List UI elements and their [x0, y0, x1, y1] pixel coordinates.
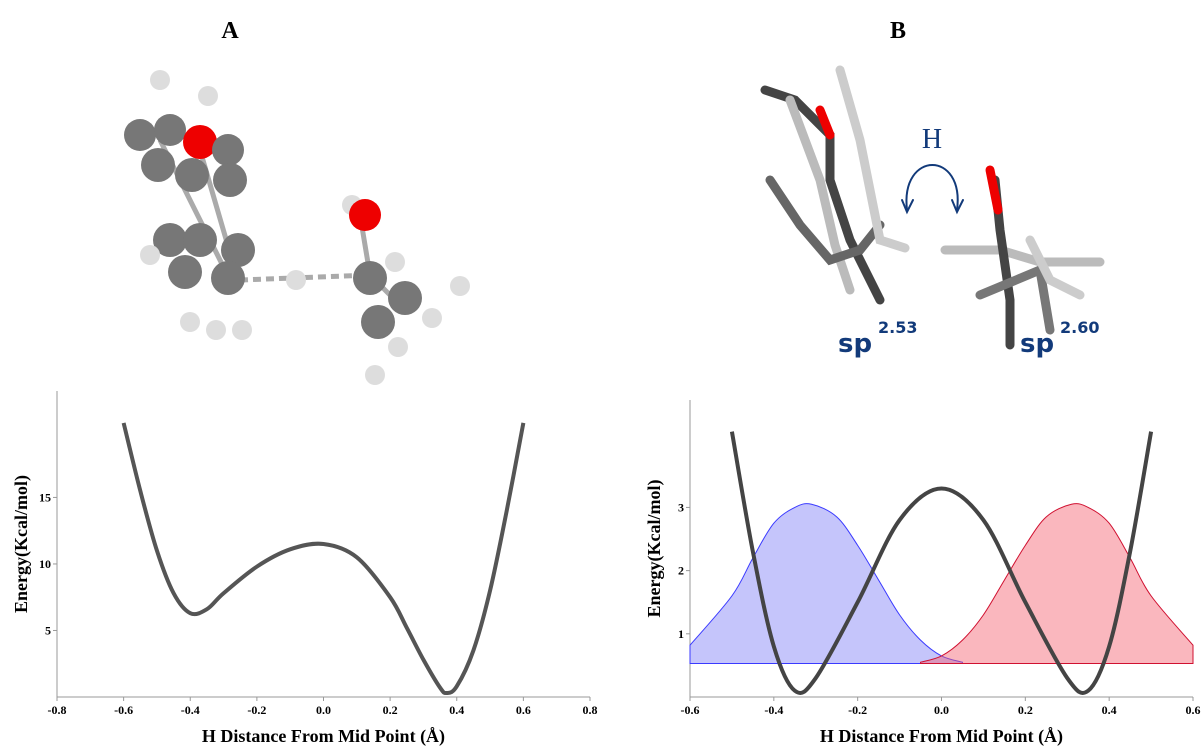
annotation: sp — [1020, 329, 1054, 359]
y-axis-label: Energy(Kcal/mol) — [644, 480, 665, 618]
area — [920, 503, 1194, 665]
x-tick-label: 0.2 — [383, 703, 398, 717]
annotation: sp — [838, 329, 872, 359]
x-tick-label: 0.4 — [449, 703, 464, 717]
annotation: H — [922, 124, 942, 155]
y-tick-label: 5 — [45, 623, 51, 637]
x-tick-label: 0.0 — [316, 703, 331, 717]
x-tick-label: 0.6 — [1186, 703, 1201, 717]
x-tick-label: 0.8 — [583, 703, 598, 717]
chart-title: B — [890, 18, 906, 44]
chart-title: A — [221, 18, 239, 44]
line — [121, 422, 526, 696]
x-tick-label: -0.4 — [181, 703, 200, 717]
y-tick-label: 1 — [678, 627, 684, 641]
y-tick-label: 2 — [678, 564, 684, 578]
x-tick-label: 0.6 — [516, 703, 531, 717]
x-tick-label: -0.6 — [114, 703, 133, 717]
area — [689, 503, 963, 665]
y-tick-label: 10 — [39, 557, 51, 571]
x-axis-label: H Distance From Mid Point (Å) — [820, 726, 1063, 747]
molecule-a — [124, 70, 470, 385]
x-tick-label: 0.4 — [1102, 703, 1117, 717]
x-tick-label: -0.2 — [848, 703, 867, 717]
x-tick-label: -0.4 — [764, 703, 783, 717]
x-tick-label: -0.8 — [48, 703, 67, 717]
x-tick-label: -0.2 — [247, 703, 266, 717]
y-axis-label: Energy(Kcal/mol) — [11, 475, 32, 613]
molecule-b — [760, 65, 1105, 350]
x-tick-label: 0.0 — [934, 703, 949, 717]
annotation: 2.53 — [878, 318, 917, 337]
y-tick-label: 3 — [678, 500, 684, 514]
x-tick-label: -0.6 — [681, 703, 700, 717]
x-axis-label: H Distance From Mid Point (Å) — [202, 726, 445, 747]
x-tick-label: 0.2 — [1018, 703, 1033, 717]
annotation: 2.60 — [1060, 318, 1099, 337]
line — [729, 431, 1154, 695]
y-tick-label: 15 — [39, 490, 51, 504]
